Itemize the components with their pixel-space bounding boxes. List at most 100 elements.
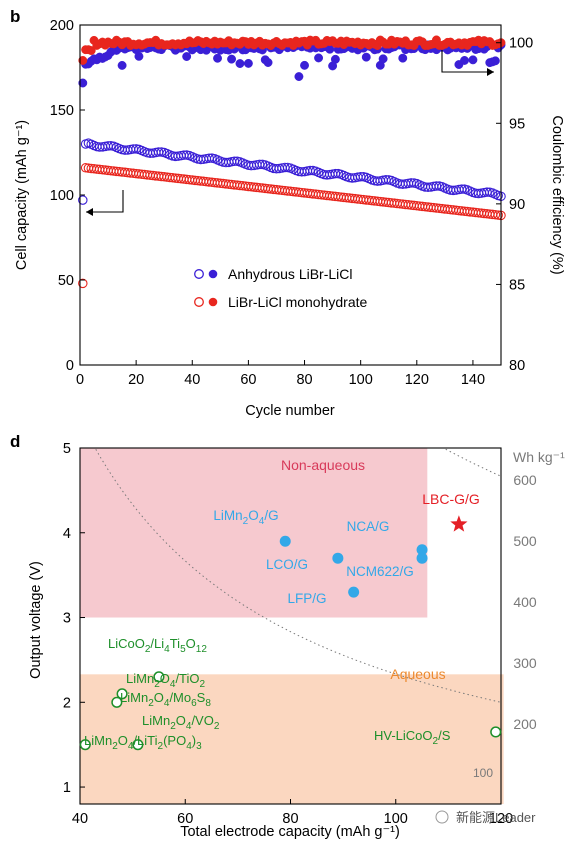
x-tick-label: 80	[282, 811, 298, 827]
panel-b-legend: Anhydrous LiBr-LiCl LiBr-LiCl monohydrat…	[194, 266, 367, 310]
arrowhead-right	[487, 68, 494, 76]
panel-d-y-ticks: 1 2 3 4 5	[63, 441, 85, 796]
region-label-aqueous: Aqueous	[390, 666, 445, 682]
iso-energy-value: 600	[513, 472, 537, 488]
efficiency-point	[361, 52, 371, 62]
label-lco-g: LCO/G	[266, 557, 308, 572]
efficiency-point	[263, 58, 273, 67]
y-right-tick-label: 85	[509, 277, 525, 293]
wechat-icon	[435, 810, 449, 824]
x-tick-label: 60	[240, 372, 256, 388]
panel-d-iso-energy-labels: 100 200 300 400 500 600	[473, 472, 537, 780]
efficiency-point	[460, 56, 469, 65]
efficiency-point	[78, 78, 88, 88]
capacity-point	[490, 210, 501, 220]
arrow-to-left-axis	[86, 190, 124, 213]
capacity-point	[78, 195, 88, 205]
panel-d-x-ticks: 40 60 80 100 120	[72, 799, 513, 827]
efficiency-point	[314, 53, 324, 63]
x-tick-label: 100	[349, 372, 373, 388]
panel-d-data-points	[79, 515, 502, 751]
point-limn2o4-mo6s8	[111, 696, 123, 708]
label-limn2o4-tio2: LiMn2O4/TiO2	[126, 671, 206, 690]
panel-b-data-points	[78, 35, 506, 289]
y-tick-label: 5	[63, 441, 71, 457]
panel-b-y-left-axis-label: Cell capacity (mAh g⁻¹)	[14, 120, 30, 270]
efficiency-point	[235, 59, 245, 68]
panel-b-label: b	[10, 7, 20, 26]
efficiency-point	[398, 53, 408, 63]
region-aqueous	[80, 674, 504, 804]
arrowhead-left	[86, 208, 93, 216]
label-lfp-g: LFP/G	[287, 591, 326, 606]
watermark-text: 新能源Leader	[456, 810, 536, 825]
point-licoo2-li4ti5o12	[153, 671, 165, 683]
panel-d-x-axis-label: Total electrode capacity (mAh g⁻¹)	[180, 824, 400, 840]
panel-b-x-ticks: 0 20 40 60 80 100 120 140	[76, 360, 485, 388]
y-left-tick-label: 0	[66, 358, 74, 374]
efficiency-point	[300, 60, 309, 70]
y-right-tick-label: 100	[509, 36, 533, 52]
arrow-to-right-axis	[441, 50, 494, 73]
x-tick-label: 60	[177, 811, 193, 827]
point-ncm622-g	[416, 552, 428, 564]
y-left-tick-label: 50	[58, 273, 74, 289]
x-tick-label: 20	[128, 372, 144, 388]
iso-energy-curve	[445, 448, 502, 477]
x-tick-label: 100	[384, 811, 408, 827]
region-label-non-aqueous: Non-aqueous	[281, 457, 365, 473]
legend-label-monohydrate: LiBr-LiCl monohydrate	[228, 294, 367, 310]
efficiency-point	[294, 72, 304, 82]
y-tick-label: 4	[63, 526, 71, 542]
panel-d-y-axis-label: Output voltage (V)	[28, 561, 44, 679]
panel-d-label: d	[10, 432, 20, 451]
x-tick-label: 40	[184, 372, 200, 388]
capacity-point	[78, 278, 88, 289]
iso-energy-value: 400	[513, 594, 537, 610]
efficiency-point	[86, 46, 96, 56]
y-tick-label: 3	[63, 611, 71, 627]
point-nca-g	[416, 544, 428, 556]
x-tick-label: 140	[461, 372, 485, 388]
legend-marker-anhydrous-filled	[208, 269, 218, 279]
region-non-aqueous	[80, 448, 428, 618]
efficiency-point	[213, 53, 222, 63]
capacity-point	[493, 210, 503, 220]
legend-marker-monohydrate-open	[194, 297, 204, 307]
x-tick-label: 80	[296, 372, 312, 388]
y-left-tick-label: 200	[50, 18, 74, 34]
efficiency-point	[490, 56, 500, 66]
legend-marker-anhydrous-open	[194, 269, 204, 279]
x-tick-label: 120	[405, 372, 429, 388]
y-left-tick-label: 100	[50, 188, 74, 204]
label-limn2o4-vo2: LiMn2O4/VO2	[142, 713, 220, 732]
panel-d-iso-energy-curves	[95, 448, 502, 703]
point-lco-g	[332, 552, 344, 564]
efficiency-point	[468, 55, 478, 65]
y-left-tick-label: 150	[50, 103, 74, 119]
x-tick-label: 40	[72, 811, 88, 827]
label-limn2o4-mo6s8: LiMn2O4/Mo6S8	[120, 690, 211, 709]
panel-b-y-left-ticks: 0 50 100 150 200	[50, 18, 85, 374]
efficiency-point	[182, 52, 192, 61]
label-licoo2-li4ti5o12: LiCoO2/Li4Ti5O12	[108, 636, 207, 655]
point-hv-licoo2-s	[490, 726, 502, 738]
legend-marker-monohydrate-filled	[208, 297, 218, 307]
iso-energy-unit-label: Wh kg⁻¹	[513, 449, 565, 465]
efficiency-point	[134, 51, 144, 61]
panel-d-regions	[80, 448, 504, 804]
label-hv-licoo2-s: HV-LiCoO2/S	[374, 728, 451, 747]
iso-energy-value: 300	[513, 655, 537, 671]
legend-label-anhydrous: Anhydrous LiBr-LiCl	[228, 266, 353, 282]
label-ncm622-g: NCM622/G	[346, 564, 414, 579]
y-right-tick-label: 90	[509, 197, 525, 213]
efficiency-point	[330, 54, 340, 64]
star-icon-lbc-g-g	[450, 515, 468, 532]
efficiency-point	[117, 60, 127, 70]
y-tick-label: 1	[63, 780, 71, 796]
panel-b-x-axis-label: Cycle number	[245, 403, 335, 419]
point-lfp-g	[348, 586, 360, 598]
iso-energy-value: 500	[513, 533, 537, 549]
